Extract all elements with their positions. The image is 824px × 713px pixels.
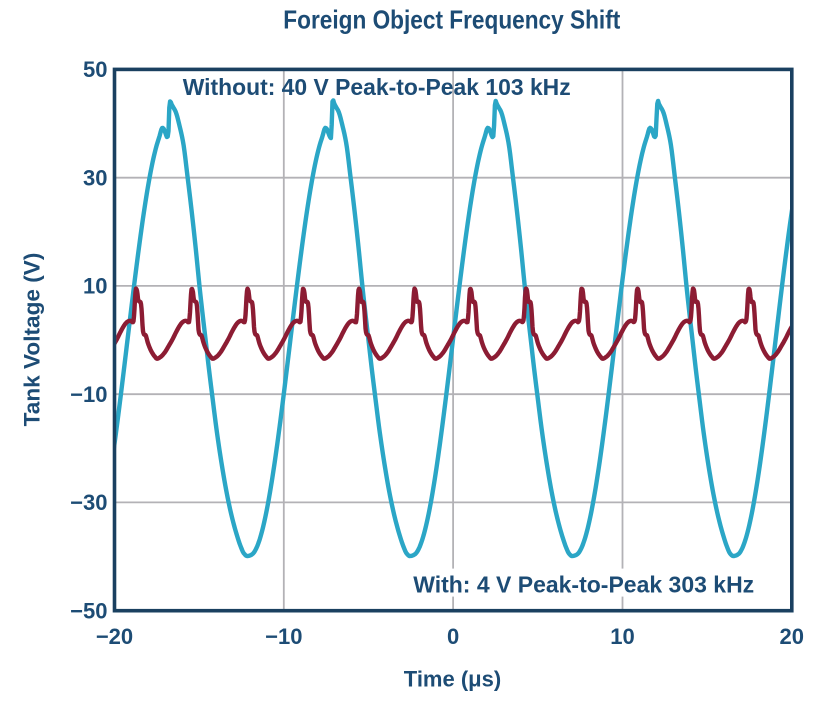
- svg-text:Foreign Object Frequency Shift: Foreign Object Frequency Shift: [283, 4, 620, 34]
- svg-text:20: 20: [780, 624, 804, 649]
- svg-text:10: 10: [610, 624, 634, 649]
- svg-text:10: 10: [83, 274, 107, 299]
- svg-text:Tank Voltage (V): Tank Voltage (V): [20, 253, 45, 427]
- svg-text:−30: −30: [70, 490, 107, 515]
- svg-text:With: 4 V Peak-to-Peak 303 kHz: With: 4 V Peak-to-Peak 303 kHz: [413, 571, 754, 597]
- svg-text:−10: −10: [265, 624, 302, 649]
- svg-text:0: 0: [447, 624, 459, 649]
- svg-text:−20: −20: [96, 624, 133, 649]
- svg-text:−10: −10: [70, 382, 107, 407]
- svg-text:50: 50: [83, 57, 107, 82]
- svg-text:30: 30: [83, 165, 107, 190]
- svg-text:Without: 40 V Peak-to-Peak 103: Without: 40 V Peak-to-Peak 103 kHz: [183, 74, 571, 100]
- svg-text:−50: −50: [70, 598, 107, 623]
- svg-text:Time (μs): Time (μs): [404, 666, 501, 691]
